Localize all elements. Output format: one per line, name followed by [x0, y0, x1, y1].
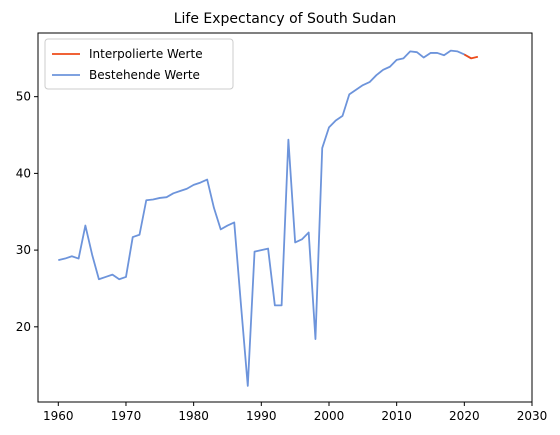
- x-tick-label: 1960: [43, 409, 74, 423]
- x-tick-label: 2010: [381, 409, 412, 423]
- legend-label: Bestehende Werte: [89, 68, 200, 82]
- series-line-bestehende-werte: [58, 49, 472, 387]
- y-tick-label: 30: [16, 243, 31, 257]
- legend-box: [44, 38, 234, 90]
- series-line-interpolierte-werte: [463, 53, 479, 60]
- legend: Interpolierte Werte Bestehende Werte: [44, 38, 234, 90]
- x-tick-label: 1970: [111, 409, 142, 423]
- y-tick-label: 20: [16, 320, 31, 334]
- x-tick-label: 2000: [314, 409, 345, 423]
- x-tick-label: 2030: [517, 409, 548, 423]
- y-tick-label: 50: [16, 90, 31, 104]
- chart-title: Life Expectancy of South Sudan: [174, 11, 397, 27]
- plot-area: [58, 49, 479, 387]
- legend-label: Interpolierte Werte: [89, 47, 203, 61]
- y-tick-label: 40: [16, 166, 31, 180]
- x-tick-label: 1990: [246, 409, 277, 423]
- axes-frame: [37, 32, 533, 403]
- x-tick-label: 1980: [178, 409, 209, 423]
- x-tick-label: 2020: [449, 409, 480, 423]
